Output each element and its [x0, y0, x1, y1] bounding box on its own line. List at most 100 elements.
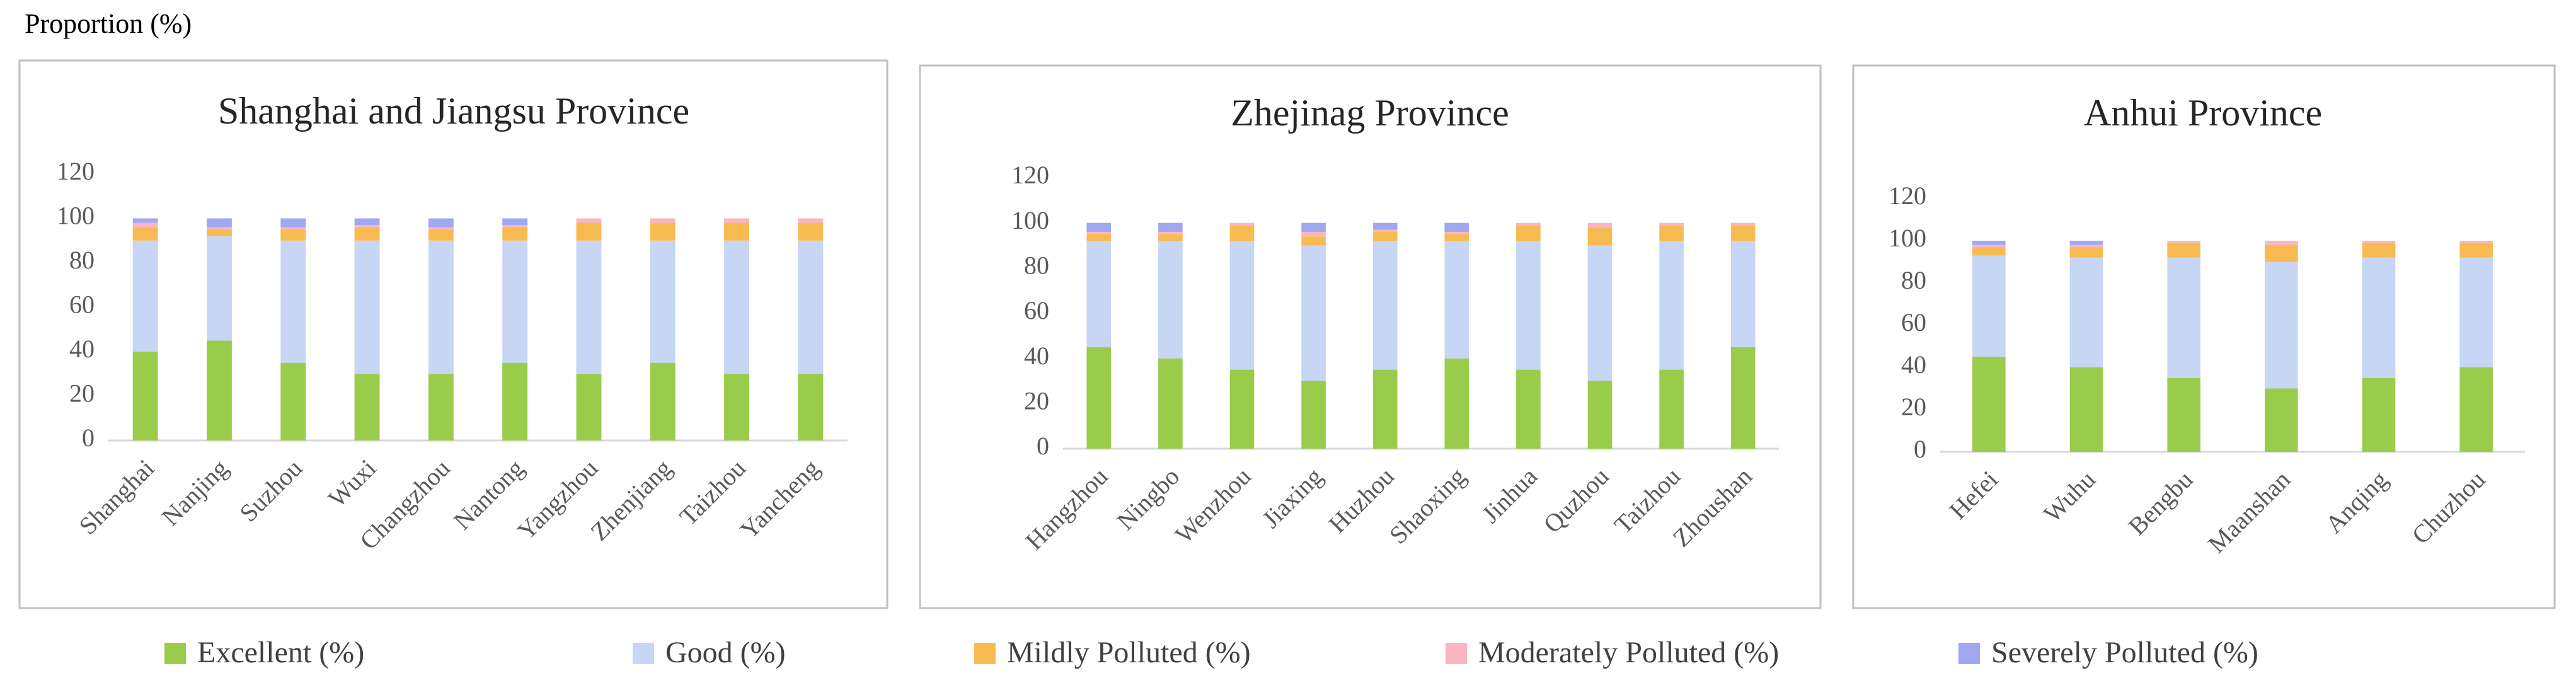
legend-swatch	[633, 643, 654, 664]
legend-label: Moderately Polluted (%)	[1478, 636, 1779, 669]
bar-segment	[2459, 241, 2493, 243]
bar-segment	[280, 240, 306, 363]
legend-label: Excellent (%)	[197, 636, 364, 669]
bar-segment	[1372, 241, 1398, 370]
bar-segment	[1972, 245, 2006, 248]
bar-segment	[132, 240, 158, 352]
bar-segment	[650, 362, 676, 440]
y-tick-label: 60	[1901, 308, 1926, 337]
bar-segment	[428, 218, 454, 227]
bar-segment	[280, 229, 306, 241]
legend-label: Severely Polluted (%)	[1991, 636, 2258, 669]
y-tick-label: 80	[69, 246, 95, 274]
bar-segment	[502, 362, 528, 440]
bar-segment	[1372, 222, 1398, 230]
bar-segment	[2167, 241, 2200, 243]
bar-segment	[502, 218, 528, 226]
bar-segment	[576, 374, 602, 440]
bar-segment	[132, 218, 158, 223]
bar-segment	[576, 218, 602, 223]
bar-segment	[1158, 222, 1183, 232]
bar-segment	[2362, 377, 2396, 452]
bar-segment	[1659, 222, 1684, 226]
bar-segment	[724, 222, 749, 241]
bar-segment	[1730, 225, 1756, 241]
bar-segment	[354, 374, 380, 440]
bar-segment	[2069, 257, 2103, 367]
bar-segment	[1730, 347, 1756, 449]
bar-segment	[1659, 225, 1684, 241]
bar-segment	[1229, 225, 1255, 241]
bar-segment	[1158, 232, 1183, 234]
bar-segment	[280, 362, 306, 440]
y-tick-label: 20	[69, 379, 95, 408]
bar-segment	[650, 240, 676, 363]
bar-segment	[650, 218, 676, 223]
bar-segment	[502, 240, 528, 363]
bar-segment	[798, 218, 824, 223]
bar-segment	[2069, 247, 2103, 258]
bar-segment	[1516, 369, 1541, 449]
bar-segment	[576, 222, 602, 241]
bar-segment	[2069, 245, 2103, 248]
bar-segment	[502, 227, 528, 241]
y-tick-label: 40	[1024, 342, 1049, 370]
y-tick-label: 40	[1901, 350, 1926, 379]
y-tick-label: 100	[1011, 206, 1049, 234]
bar-segment	[798, 240, 824, 374]
bar-segment	[1444, 222, 1469, 232]
bar-segment	[1301, 245, 1326, 381]
chart-title: Anhui Province	[2084, 92, 2322, 134]
bar-segment	[2265, 245, 2298, 262]
bar-segment	[428, 229, 454, 241]
bar-segment	[132, 222, 158, 227]
bar-segment	[1086, 232, 1112, 234]
legend-swatch	[974, 643, 996, 664]
y-tick-label: 0	[1914, 435, 1926, 463]
bar-segment	[1229, 222, 1255, 226]
bar-segment	[1444, 241, 1469, 359]
bar-segment	[1301, 236, 1326, 246]
bar-segment	[1972, 247, 2006, 256]
bar-segment	[2362, 241, 2396, 243]
bar-segment	[1659, 369, 1684, 449]
legend-swatch	[1958, 643, 1980, 664]
bar-segment	[2167, 257, 2200, 378]
bar-segment	[1086, 234, 1112, 241]
bar-segment	[2069, 241, 2103, 245]
bar-segment	[2265, 241, 2298, 245]
y-tick-label: 20	[1901, 393, 1926, 421]
bar-segment	[428, 227, 454, 230]
bar-segment	[1516, 225, 1541, 241]
bar-segment	[207, 218, 232, 227]
bar-segment	[1730, 222, 1756, 226]
y-tick-label: 60	[1024, 296, 1049, 325]
bar-segment	[1229, 241, 1255, 370]
bar-segment	[1158, 241, 1183, 359]
bar-segment	[650, 222, 676, 241]
bar-segment	[1587, 227, 1613, 246]
bar-segment	[798, 222, 824, 241]
y-tick-label: 0	[1037, 432, 1049, 460]
bar-segment	[1372, 369, 1398, 449]
bar-segment	[1659, 241, 1684, 370]
bar-segment	[1158, 234, 1183, 241]
bar-segment	[280, 227, 306, 230]
legend-label: Mildly Polluted (%)	[1007, 636, 1251, 669]
y-axis-label: Proportion (%)	[25, 8, 192, 39]
bar-segment	[1972, 357, 2006, 452]
chart-title: Zhejinag Province	[1231, 92, 1509, 134]
bar-segment	[1587, 245, 1613, 381]
bar-segment	[428, 240, 454, 374]
bar-segment	[1587, 381, 1613, 449]
bar-segment	[1158, 358, 1183, 449]
y-tick-label: 0	[82, 423, 95, 452]
bar-segment	[1444, 232, 1469, 234]
bar-segment	[1301, 232, 1326, 237]
bar-segment	[724, 374, 749, 440]
bar-segment	[132, 352, 158, 440]
bar-segment	[207, 236, 232, 341]
bar-segment	[354, 225, 380, 227]
y-tick-label: 120	[57, 157, 95, 185]
